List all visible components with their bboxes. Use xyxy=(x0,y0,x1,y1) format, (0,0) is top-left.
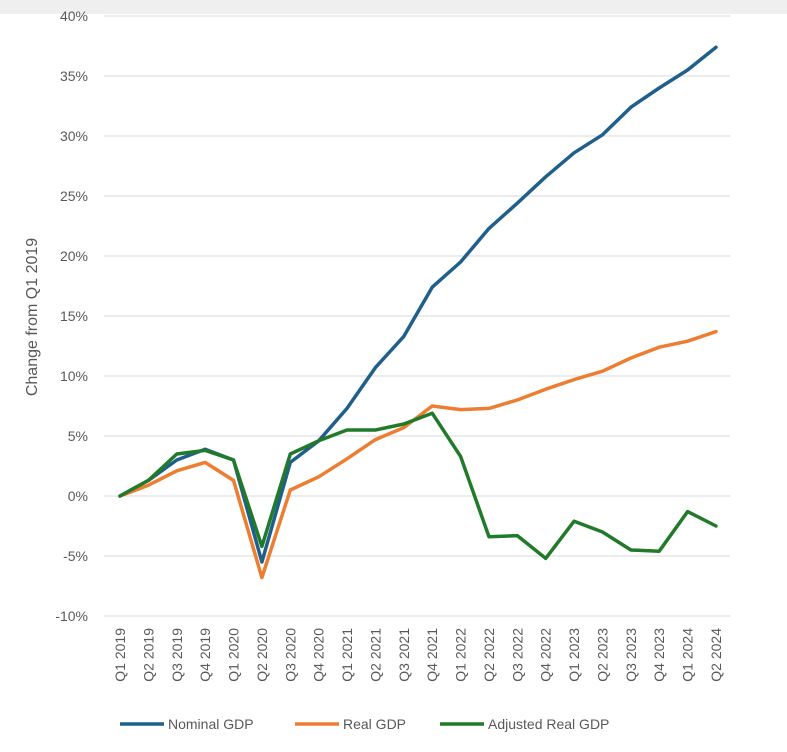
legend-label: Real GDP xyxy=(343,716,406,732)
series-lines xyxy=(118,45,718,580)
x-tick-label: Q2 2021 xyxy=(367,628,383,682)
x-tick-label: Q2 2024 xyxy=(708,628,724,682)
series-line-adjusted-real-gdp xyxy=(118,411,718,561)
y-tick-labels: -10% -5% 0% 5% 10% 15% 20% 25% 30% 35% 40% xyxy=(55,8,88,624)
x-tick-label: Q1 2021 xyxy=(339,628,355,682)
x-tick-label: Q4 2022 xyxy=(538,628,554,682)
y-tick-label: 15% xyxy=(60,308,88,324)
x-tick-label: Q2 2020 xyxy=(254,628,270,682)
y-tick-label: 20% xyxy=(60,248,88,264)
x-tick-label: Q1 2022 xyxy=(453,628,469,682)
x-tick-label: Q1 2019 xyxy=(112,628,128,682)
series-line-nominal-gdp xyxy=(118,45,718,564)
x-tick-label: Q4 2020 xyxy=(311,628,327,682)
y-tick-label: 35% xyxy=(60,68,88,84)
x-tick-label: Q1 2020 xyxy=(226,628,242,682)
y-tick-label: -5% xyxy=(63,548,88,564)
y-tick-label: 25% xyxy=(60,188,88,204)
y-axis-label: Change from Q1 2019 xyxy=(24,238,41,396)
x-tick-label: Q3 2023 xyxy=(623,628,639,682)
y-tick-label: 5% xyxy=(68,428,88,444)
x-tick-label: Q4 2019 xyxy=(197,628,213,682)
gridlines xyxy=(104,15,730,617)
y-tick-label: 40% xyxy=(60,8,88,24)
x-tick-label: Q1 2024 xyxy=(680,628,696,682)
series-line-real-gdp xyxy=(118,329,718,580)
x-tick-label: Q3 2020 xyxy=(282,628,298,682)
x-tick-label: Q4 2023 xyxy=(651,628,667,682)
x-tick-label: Q4 2021 xyxy=(424,628,440,682)
legend-label: Adjusted Real GDP xyxy=(488,716,609,732)
x-tick-label: Q1 2023 xyxy=(566,628,582,682)
x-tick-label: Q2 2022 xyxy=(481,628,497,682)
x-tick-label: Q3 2022 xyxy=(509,628,525,682)
y-tick-label: -10% xyxy=(55,608,88,624)
x-tick-labels: Q1 2019 Q2 2019 Q3 2019 Q4 2019 Q1 2020 Q2 20… xyxy=(112,628,724,682)
legend-item: Real GDP xyxy=(295,716,406,732)
legend-item: Nominal GDP xyxy=(120,716,254,732)
x-tick-label: Q2 2019 xyxy=(140,628,156,682)
top-bar xyxy=(0,0,787,14)
legend-label: Nominal GDP xyxy=(168,716,254,732)
x-tick-label: Q3 2019 xyxy=(169,628,185,682)
x-tick-label: Q3 2021 xyxy=(396,628,412,682)
y-tick-label: 10% xyxy=(60,368,88,384)
y-tick-label: 30% xyxy=(60,128,88,144)
legend: Nominal GDP Real GDP Adjusted Real GDP xyxy=(120,716,609,732)
x-tick-label: Q2 2023 xyxy=(594,628,610,682)
legend-item: Adjusted Real GDP xyxy=(440,716,609,732)
y-tick-label: 0% xyxy=(68,488,88,504)
